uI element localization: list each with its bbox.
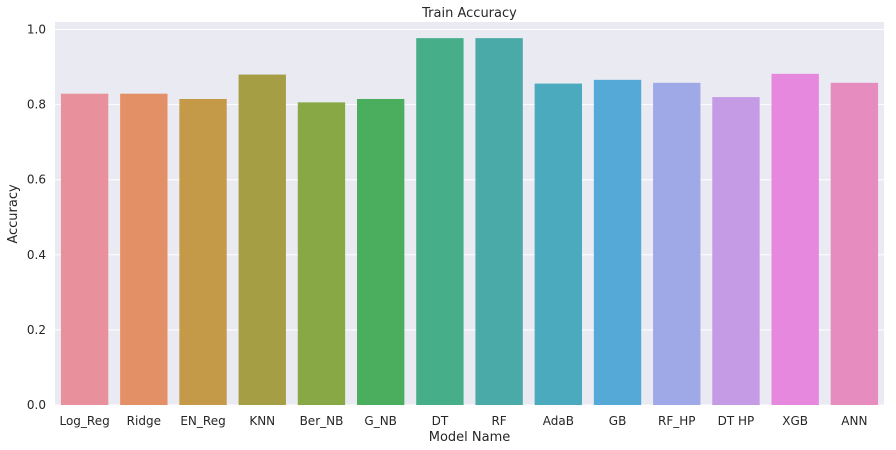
x-tick-labels: Log_Reg Ridge EN_Reg KNN Ber_NB G_NB DT RF AdaB G… (59, 414, 867, 428)
x-tick-label: DT (432, 414, 449, 428)
x-tick-label: ANN (841, 414, 867, 428)
x-tick-label: DT HP (718, 414, 755, 428)
y-tick-labels: 0.0 0.2 0.4 0.6 0.8 1.0 (27, 23, 46, 412)
y-tick-label: 1.0 (27, 23, 46, 37)
y-tick-label: 0.6 (27, 173, 46, 187)
bar-en-reg (179, 98, 227, 405)
y-tick-label: 0.8 (27, 98, 46, 112)
x-tick-label: EN_Reg (180, 414, 225, 428)
bar-adab (534, 83, 583, 406)
x-tick-label: XGB (782, 414, 808, 428)
bar-log-reg (60, 93, 109, 405)
x-tick-label: GB (609, 414, 627, 428)
y-axis-label: Accuracy (6, 184, 21, 244)
bar-xgb (771, 73, 819, 405)
y-tick-label: 0.0 (27, 398, 46, 412)
x-tick-label: AdaB (543, 414, 574, 428)
y-tick-label: 0.4 (27, 248, 46, 262)
chart-title: Train Accuracy (421, 6, 517, 21)
x-axis-label: Model Name (429, 430, 511, 445)
bar-ann (830, 82, 879, 406)
bar-dt (416, 38, 464, 405)
bar-gb (593, 79, 642, 405)
bar-ber-nb (297, 102, 346, 405)
bar-g-nb (356, 98, 405, 405)
x-tick-label: G_NB (364, 414, 397, 428)
bar-ridge (120, 93, 168, 405)
x-tick-label: Ridge (127, 414, 161, 428)
bar-dt-hp (712, 97, 760, 406)
x-tick-label: KNN (249, 414, 275, 428)
x-tick-label: RF (491, 414, 506, 428)
x-tick-label: RF_HP (658, 414, 696, 428)
x-tick-label: Ber_NB (300, 414, 344, 428)
bar-knn (238, 74, 286, 405)
bars (60, 38, 879, 406)
bar-rf (475, 38, 523, 405)
x-tick-label: Log_Reg (59, 414, 109, 428)
bar-rf-hp (653, 82, 701, 406)
y-tick-label: 0.2 (27, 323, 46, 337)
